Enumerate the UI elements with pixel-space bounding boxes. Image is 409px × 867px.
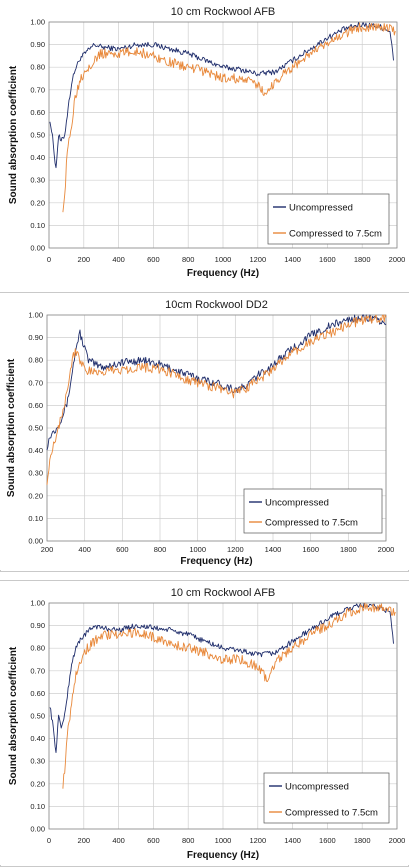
x-tick-label: 1600 xyxy=(319,255,336,264)
y-tick-label: 0.10 xyxy=(30,221,45,230)
x-tick-label: 1800 xyxy=(354,836,371,845)
chart-title: 10cm Rockwool DD2 xyxy=(165,299,268,311)
y-tick-label: 0.80 xyxy=(28,356,43,365)
y-tick-label: 0.50 xyxy=(30,712,45,721)
x-tick-label: 800 xyxy=(154,545,167,554)
y-tick-label: 0.90 xyxy=(30,40,45,49)
x-tick-label: 800 xyxy=(182,836,195,845)
y-tick-label: 1.00 xyxy=(28,311,43,320)
x-tick-label: 0 xyxy=(47,255,51,264)
x-tick-label: 400 xyxy=(112,255,125,264)
x-tick-label: 1000 xyxy=(215,836,232,845)
x-tick-label: 200 xyxy=(78,255,91,264)
legend-box xyxy=(263,772,390,824)
x-axis-label: Frequency (Hz) xyxy=(187,850,259,861)
y-tick-label: 0.60 xyxy=(28,401,43,410)
y-axis-label: Sound absorption coefficient xyxy=(8,65,19,204)
y-tick-label: 0.90 xyxy=(30,621,45,630)
x-tick-label: 1600 xyxy=(319,836,336,845)
legend-label: Uncompressed xyxy=(285,782,349,793)
legend-label: Compressed to 7.5cm xyxy=(265,518,358,529)
x-tick-label: 1200 xyxy=(227,545,244,554)
x-tick-label: 1000 xyxy=(189,545,206,554)
plot-area xyxy=(46,314,387,542)
y-tick-label: 0.40 xyxy=(30,734,45,743)
y-tick-label: 0.50 xyxy=(28,424,43,433)
series-line-compressed xyxy=(62,22,396,213)
chart-afb-top: 0.00 0.10 0.20 0.30 0.40 0.50 0.60 0.70 0.80 0.90… xyxy=(8,6,406,279)
x-tick-label: 1200 xyxy=(249,836,266,845)
x-tick-label: 1400 xyxy=(284,836,301,845)
x-tick-label: 1800 xyxy=(354,255,371,264)
x-tick-label: 0 xyxy=(47,836,51,845)
plot-area xyxy=(48,602,398,830)
y-tick-label: 0.60 xyxy=(30,689,45,698)
y-tick-label: 0.40 xyxy=(28,446,43,455)
x-tick-label: 800 xyxy=(182,255,195,264)
x-tick-label: 1400 xyxy=(265,545,282,554)
chart-title: 10 cm Rockwool AFB xyxy=(171,587,276,599)
legend-label: Uncompressed xyxy=(265,498,329,509)
y-tick-label: 0.30 xyxy=(30,757,45,766)
y-tick-label: 0.20 xyxy=(30,779,45,788)
y-tick-label: 0.80 xyxy=(30,63,45,72)
series-line-uncompressed xyxy=(49,603,394,754)
y-tick-label: 0.20 xyxy=(28,491,43,500)
y-tick-label: 0.90 xyxy=(28,333,43,342)
legend-label: Compressed to 7.5cm xyxy=(285,808,378,819)
y-tick-label: 0.30 xyxy=(28,469,43,478)
chart-dd2: 0.00 0.10 0.20 0.30 0.40 0.50 0.60 0.70 0.80 0.90… xyxy=(6,299,395,567)
legend-label: Uncompressed xyxy=(289,203,353,214)
x-tick-label: 600 xyxy=(147,255,160,264)
y-tick-label: 0.70 xyxy=(30,85,45,94)
y-tick-label: 0.70 xyxy=(30,666,45,675)
y-tick-label: 1.00 xyxy=(30,599,45,608)
x-tick-label: 2000 xyxy=(378,545,395,554)
y-tick-label: 0.20 xyxy=(30,198,45,207)
y-tick-label: 0.40 xyxy=(30,153,45,162)
y-tick-label: 0.10 xyxy=(28,514,43,523)
x-tick-label: 1600 xyxy=(302,545,319,554)
y-tick-label: 0.00 xyxy=(28,537,43,546)
chart-panel-3: 0.00 0.10 0.20 0.30 0.40 0.50 0.60 0.70 0.80 0.90… xyxy=(0,581,409,865)
y-axis-label: Sound absorption coefficient xyxy=(8,646,19,785)
x-tick-label: 600 xyxy=(147,836,160,845)
x-tick-label: 200 xyxy=(41,545,54,554)
x-tick-label: 1200 xyxy=(249,255,266,264)
x-axis-label: Frequency (Hz) xyxy=(180,556,252,567)
y-tick-label: 0.70 xyxy=(28,378,43,387)
x-tick-label: 200 xyxy=(78,836,91,845)
x-tick-label: 2000 xyxy=(389,255,406,264)
x-tick-label: 400 xyxy=(78,545,91,554)
legend-box xyxy=(243,488,383,534)
series-line-compressed xyxy=(46,314,387,485)
y-axis-label: Sound absorption coefficient xyxy=(6,358,17,497)
x-axis-label: Frequency (Hz) xyxy=(187,268,259,279)
y-tick-label: 0.50 xyxy=(30,131,45,140)
series-line-compressed xyxy=(62,602,396,789)
x-tick-label: 600 xyxy=(116,545,129,554)
x-tick-label: 1000 xyxy=(215,255,232,264)
y-tick-label: 0.00 xyxy=(30,825,45,834)
chart-title: 10 cm Rockwool AFB xyxy=(171,6,276,18)
x-tick-label: 1400 xyxy=(284,255,301,264)
legend-box xyxy=(267,193,390,245)
y-tick-label: 0.00 xyxy=(30,244,45,253)
legend-label: Compressed to 7.5cm xyxy=(289,229,382,240)
y-tick-label: 1.00 xyxy=(30,18,45,27)
x-tick-label: 1800 xyxy=(340,545,357,554)
y-tick-label: 0.60 xyxy=(30,108,45,117)
chart-panel-1: 0.00 0.10 0.20 0.30 0.40 0.50 0.60 0.70 0.80 0.90… xyxy=(0,0,409,283)
chart-panel-2: 0.00 0.10 0.20 0.30 0.40 0.50 0.60 0.70 0.80 0.90… xyxy=(0,293,409,570)
y-tick-label: 0.30 xyxy=(30,176,45,185)
series-line-uncompressed xyxy=(46,314,387,451)
y-tick-label: 0.10 xyxy=(30,802,45,811)
plot-area xyxy=(48,21,398,249)
y-tick-label: 0.80 xyxy=(30,644,45,653)
x-tick-label: 400 xyxy=(112,836,125,845)
x-tick-label: 2000 xyxy=(389,836,406,845)
series-line-uncompressed xyxy=(49,22,394,169)
chart-afb-bottom: 0.00 0.10 0.20 0.30 0.40 0.50 0.60 0.70 0.80 0.90… xyxy=(8,587,406,861)
